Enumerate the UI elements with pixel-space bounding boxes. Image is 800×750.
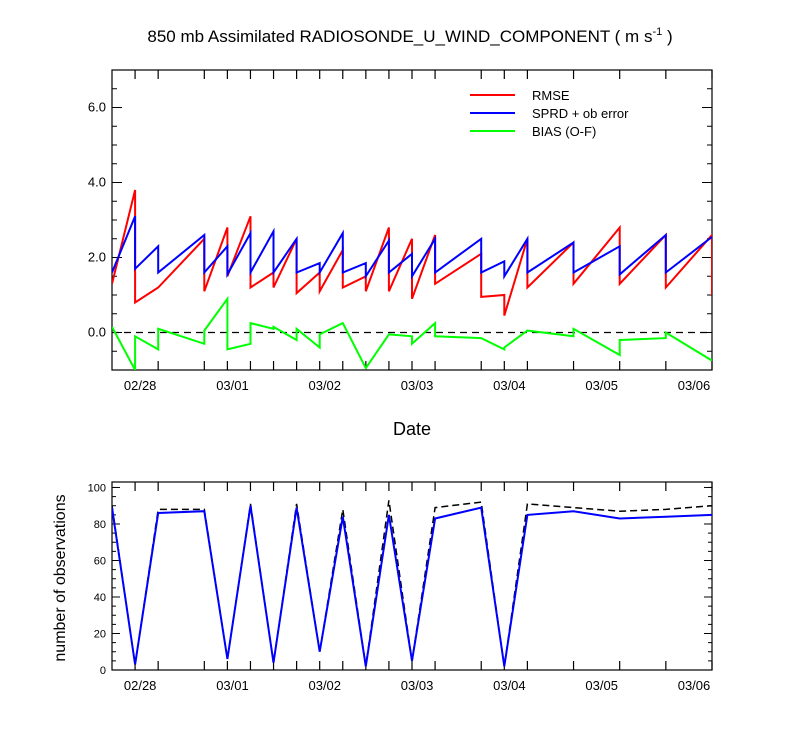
x-tick-label: 03/06 xyxy=(678,678,711,693)
x-tick-label: 02/28 xyxy=(124,678,157,693)
chart-title-end: ) xyxy=(662,27,672,46)
legend-label: RMSE xyxy=(532,88,570,103)
legend-label: SPRD + ob error xyxy=(532,106,629,121)
y-tick-label: 80 xyxy=(94,519,106,531)
x-tick-label: 03/06 xyxy=(678,378,711,393)
x-tick-label: 03/02 xyxy=(308,378,341,393)
y-tick-label: 60 xyxy=(94,555,106,567)
x-tick-label: 03/04 xyxy=(493,678,526,693)
y-tick-label: 4.0 xyxy=(88,175,106,190)
plot-frame xyxy=(111,481,713,671)
top-plot: 0.0 2.0 4.0 6.0 02/28 03/01 03/02 03/03 03/04 03/… xyxy=(88,69,713,393)
x-tick-label: 02/28 xyxy=(124,378,157,393)
top-x-axis-label: Date xyxy=(393,419,431,439)
y-tick-label: 2.0 xyxy=(88,250,106,265)
x-tick-label: 03/03 xyxy=(401,678,434,693)
chart-title-main: 850 mb Assimilated RADIOSONDE_U_WIND_COM… xyxy=(147,27,652,46)
x-tick-label: 03/02 xyxy=(308,678,341,693)
series-line-total-observations xyxy=(112,500,712,667)
x-tick-label: 03/05 xyxy=(585,378,618,393)
y-tick-label: 20 xyxy=(94,628,106,640)
legend-label: BIAS (O-F) xyxy=(532,124,596,139)
x-tick-label: 03/05 xyxy=(585,678,618,693)
x-tick-label: 03/04 xyxy=(493,378,526,393)
y-tick-label: 100 xyxy=(88,482,106,494)
x-tick-label: 03/01 xyxy=(216,378,249,393)
chart-title-superscript: -1 xyxy=(652,26,662,38)
series-line-sprd-ob-error xyxy=(112,215,712,280)
bottom-plot: 0 20 40 60 80 100 02/28 03/01 03/02 03/03 03/04 03/… xyxy=(88,481,713,693)
bottom-y-axis-label: number of observations xyxy=(52,494,69,661)
y-tick-label: 40 xyxy=(94,592,106,604)
x-tick-label: 03/01 xyxy=(216,678,249,693)
y-tick-label: 6.0 xyxy=(88,100,106,115)
series-line-assimilated-observations xyxy=(112,505,712,667)
y-tick-label: 0 xyxy=(100,665,106,677)
legend: RMSE SPRD + ob error BIAS (O-F) xyxy=(470,88,629,139)
y-tick-label: 0.0 xyxy=(88,325,106,340)
series-line-bias-o-f- xyxy=(112,295,712,370)
chart-title: 850 mb Assimilated RADIOSONDE_U_WIND_COM… xyxy=(147,26,672,46)
x-tick-label: 03/03 xyxy=(401,378,434,393)
